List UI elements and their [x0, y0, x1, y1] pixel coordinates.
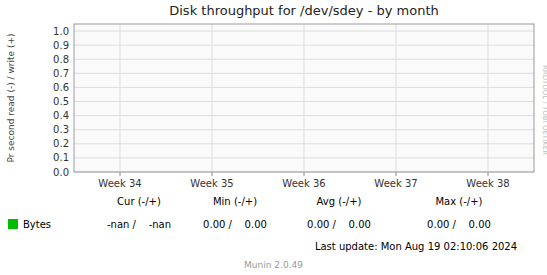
- y-tick-label: 0.3: [53, 124, 69, 135]
- plot-frame: [74, 24, 534, 172]
- x-grid-line: [396, 24, 397, 172]
- footer-value: 0.00 / 0.00: [203, 219, 267, 230]
- y-tick-label: 0.4: [53, 110, 69, 121]
- x-grid-line: [120, 24, 121, 172]
- y-tick-label: 0.2: [53, 138, 69, 149]
- x-tick-label: Week 34: [98, 178, 141, 189]
- x-tick-label: Week 35: [190, 178, 233, 189]
- y-tick-label: 0.9: [53, 40, 69, 51]
- y-axis-label: Pr second read (-) / write (+): [6, 34, 16, 163]
- footer-value: 0.00 / 0.00: [427, 219, 491, 230]
- footer-header: Min (-/+): [213, 196, 257, 207]
- background: [0, 0, 547, 275]
- footer-header: Avg (-/+): [317, 196, 362, 207]
- x-tick-label: Week 36: [282, 178, 325, 189]
- x-grid-line: [212, 24, 213, 172]
- y-tick-label: 0.5: [53, 96, 69, 107]
- x-tick-label: Week 37: [374, 178, 417, 189]
- y-tick-label: 0.0: [53, 167, 69, 178]
- y-tick-label: 0.7: [53, 68, 69, 79]
- watermark: RRDTOOL / TOBI OETIKER: [541, 65, 547, 155]
- x-tick-label: Week 38: [466, 178, 509, 189]
- legend-label: Bytes: [23, 219, 51, 230]
- chart: Disk throughput for /dev/sdey - by month…: [0, 0, 547, 275]
- x-tick-mark: [396, 172, 397, 176]
- x-tick-mark: [120, 172, 121, 176]
- footer-value: -nan / -nan: [107, 219, 171, 230]
- y-tick-label: 0.8: [53, 54, 69, 65]
- y-tick-label: 1.0: [53, 26, 69, 37]
- title: Disk throughput for /dev/sdey - by month: [169, 3, 439, 18]
- x-grid-line: [304, 24, 305, 172]
- footer-header: Max (-/+): [435, 196, 482, 207]
- x-tick-mark: [304, 172, 305, 176]
- legend-swatch: [8, 219, 18, 229]
- plot-area: [74, 24, 534, 172]
- y-tick-label: 0.6: [53, 82, 69, 93]
- x-grid-line: [488, 24, 489, 172]
- footer-header: Cur (-/+): [117, 196, 161, 207]
- version-label: Munin 2.0.49: [244, 260, 303, 270]
- x-tick-mark: [488, 172, 489, 176]
- x-tick-mark: [212, 172, 213, 176]
- y-tick-label: 0.1: [53, 152, 69, 163]
- last-update: Last update: Mon Aug 19 02:10:06 2024: [315, 241, 517, 252]
- footer-value: 0.00 / 0.00: [307, 219, 371, 230]
